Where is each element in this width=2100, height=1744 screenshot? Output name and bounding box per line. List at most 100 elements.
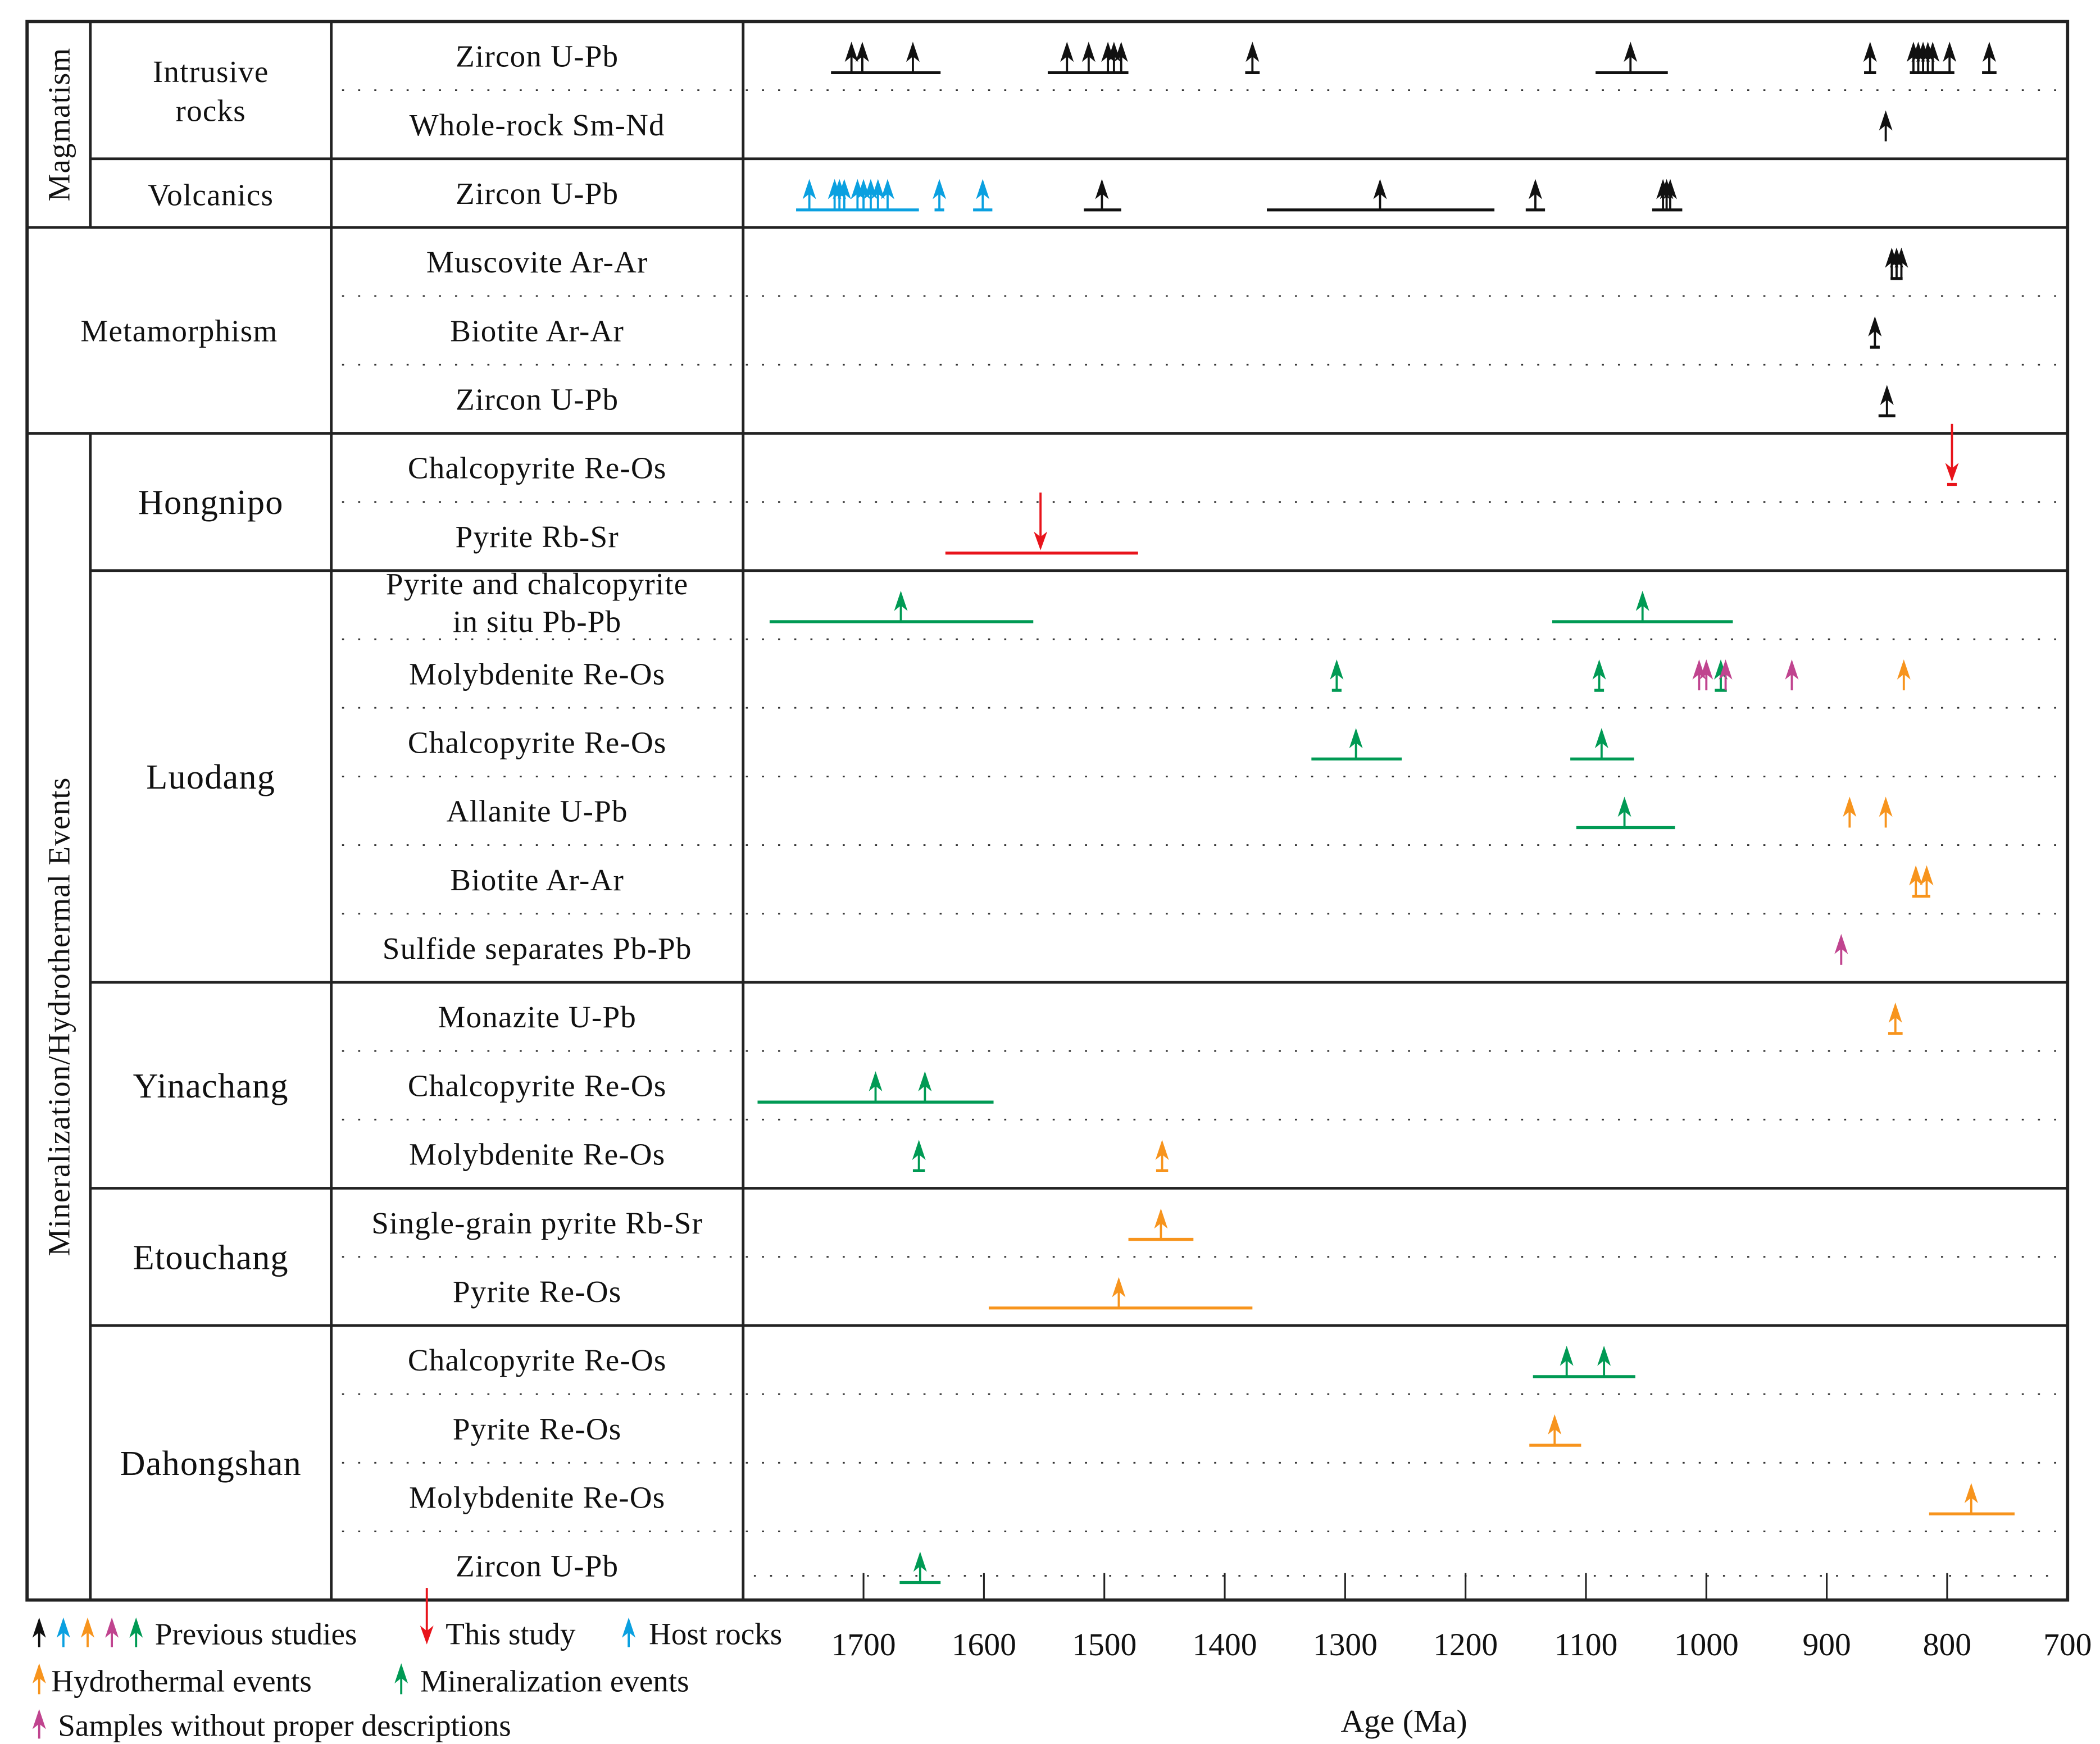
- up-arrow-icon: [918, 1071, 932, 1103]
- up-arrow-icon: [869, 1071, 883, 1103]
- up-arrow-icon: [1982, 42, 1996, 73]
- row-label: Pyrite Re-Os: [453, 1411, 622, 1446]
- x-axis: 1700 1600 1500 1400 1300 1200 1100 1000 900 800 70…: [831, 1573, 2092, 1663]
- legend-mineralization: Mineralization events: [420, 1664, 689, 1699]
- legend-this-study: This study: [446, 1617, 576, 1651]
- up-arrow-icon: [1843, 796, 1857, 828]
- x-tick-label: 700: [2043, 1627, 2092, 1663]
- row-label: Pyrite Rb-Sr: [455, 520, 619, 554]
- x-axis-label: Age (Ma): [1341, 1704, 1467, 1739]
- up-arrow-icon: [1868, 316, 1882, 348]
- up-arrow-icon: [1246, 42, 1260, 73]
- row-label: Chalcopyrite Re-Os: [408, 725, 667, 759]
- up-arrow-icon: [1155, 1140, 1169, 1171]
- up-arrow-icon: [1594, 728, 1608, 759]
- up-arrow-icon: [837, 179, 851, 210]
- x-tick-label: 1300: [1313, 1627, 1378, 1663]
- x-tick-label: 1400: [1193, 1627, 1257, 1663]
- up-arrow-icon: [1943, 42, 1957, 73]
- legend-arrow-icon: [622, 1617, 636, 1647]
- x-tick-label: 900: [1802, 1627, 1851, 1663]
- up-arrow-icon: [880, 179, 894, 210]
- up-arrow-icon: [1060, 42, 1074, 73]
- row-label: Molybdenite Re-Os: [409, 1137, 665, 1172]
- up-arrow-icon: [1863, 42, 1877, 73]
- subgroup-label: Volcanics: [148, 177, 274, 212]
- row-label: Chalcopyrite Re-Os: [408, 1068, 667, 1103]
- x-tick-label: 1700: [831, 1627, 896, 1663]
- up-arrow-icon: [1894, 247, 1908, 279]
- up-arrow-icon: [1834, 934, 1848, 965]
- up-arrow-icon: [1920, 865, 1934, 896]
- legend-arrow-icon: [81, 1617, 94, 1647]
- legend-hydrothermal: Hydrothermal events: [51, 1664, 312, 1699]
- up-arrow-icon: [1879, 796, 1893, 828]
- legend-down-arrow-icon: [420, 1588, 434, 1645]
- row-label: Biotite Ar-Ar: [450, 863, 624, 897]
- up-arrow-icon: [802, 179, 816, 210]
- row-label: Molybdenite Re-Os: [409, 657, 665, 691]
- row-label: Chalcopyrite Re-Os: [408, 451, 667, 485]
- row-label: Pyrite Re-Os: [453, 1274, 622, 1309]
- up-arrow-icon: [1888, 1002, 1902, 1033]
- up-arrow-icon: [1663, 179, 1677, 210]
- legend-host-rocks: Host rocks: [649, 1617, 782, 1651]
- up-arrow-icon: [913, 1551, 927, 1583]
- up-arrow-icon: [855, 42, 869, 73]
- up-arrow-icon: [1617, 796, 1631, 828]
- x-tick-label: 800: [1923, 1627, 1971, 1663]
- row-label: Allanite U-Pb: [447, 794, 628, 828]
- legend-arrow-icon: [129, 1617, 143, 1647]
- up-arrow-icon: [906, 42, 920, 73]
- legend: Previous studies This study Host rocks Hydr…: [32, 1588, 782, 1743]
- up-arrow-icon: [1897, 659, 1911, 691]
- up-arrow-icon: [1349, 728, 1363, 759]
- row-label: Monazite U-Pb: [438, 1000, 637, 1034]
- legend-arrow-icon: [105, 1617, 119, 1647]
- row-label: Zircon U-Pb: [456, 383, 619, 417]
- subgroup-label: Luodang: [146, 758, 275, 796]
- x-tick-label: 1000: [1674, 1627, 1739, 1663]
- legend-arrow-icon: [32, 1663, 46, 1695]
- up-arrow-icon: [894, 590, 908, 622]
- row-label: in situ Pb-Pb: [453, 604, 621, 639]
- section-label: Mineralization/Hydrothermal Events: [42, 777, 76, 1256]
- table-grid: [25, 20, 2070, 1602]
- up-arrow-icon: [871, 179, 885, 210]
- x-tick-label: 1200: [1433, 1627, 1498, 1663]
- up-arrow-icon: [1699, 659, 1713, 691]
- down-arrow-icon: [1945, 424, 1959, 482]
- subgroup-label: Etouchang: [133, 1238, 289, 1277]
- event-marks: [757, 42, 2015, 1584]
- up-arrow-icon: [1528, 179, 1542, 210]
- section-label: Magmatism: [42, 48, 76, 202]
- row-label: Zircon U-Pb: [456, 1549, 619, 1583]
- up-arrow-icon: [1964, 1483, 1978, 1514]
- up-arrow-icon: [976, 179, 990, 210]
- legend-arrow-icon: [32, 1617, 46, 1647]
- row-label: Pyrite and chalcopyrite: [386, 567, 689, 601]
- up-arrow-icon: [1592, 659, 1606, 691]
- up-arrow-icon: [1330, 659, 1344, 691]
- up-arrow-icon: [844, 42, 858, 73]
- legend-arrow-icon: [32, 1709, 46, 1739]
- x-tick-label: 1500: [1072, 1627, 1137, 1663]
- up-arrow-icon: [1597, 1345, 1611, 1377]
- up-arrow-icon: [1114, 42, 1128, 73]
- legend-samples: Samples without proper descriptions: [58, 1709, 511, 1743]
- row-labels: Zircon U-Pb Whole-rock Sm-Nd Intrusive rock…: [42, 39, 702, 1583]
- up-arrow-icon: [1154, 1208, 1168, 1240]
- table-frame: [25, 20, 2070, 1602]
- section-label: Metamorphism: [80, 313, 278, 348]
- up-arrow-icon: [1081, 42, 1096, 73]
- subgroup-label: Hongnipo: [138, 483, 284, 522]
- legend-arrow-icon: [394, 1663, 408, 1695]
- row-label: Biotite Ar-Ar: [450, 313, 624, 348]
- x-tick-label: 1600: [952, 1627, 1016, 1663]
- up-arrow-icon: [1112, 1277, 1126, 1308]
- row-label: Muscovite Ar-Ar: [426, 245, 648, 279]
- up-arrow-icon: [1785, 659, 1799, 691]
- up-arrow-icon: [1095, 179, 1109, 210]
- subgroup-label: Dahongshan: [120, 1444, 302, 1483]
